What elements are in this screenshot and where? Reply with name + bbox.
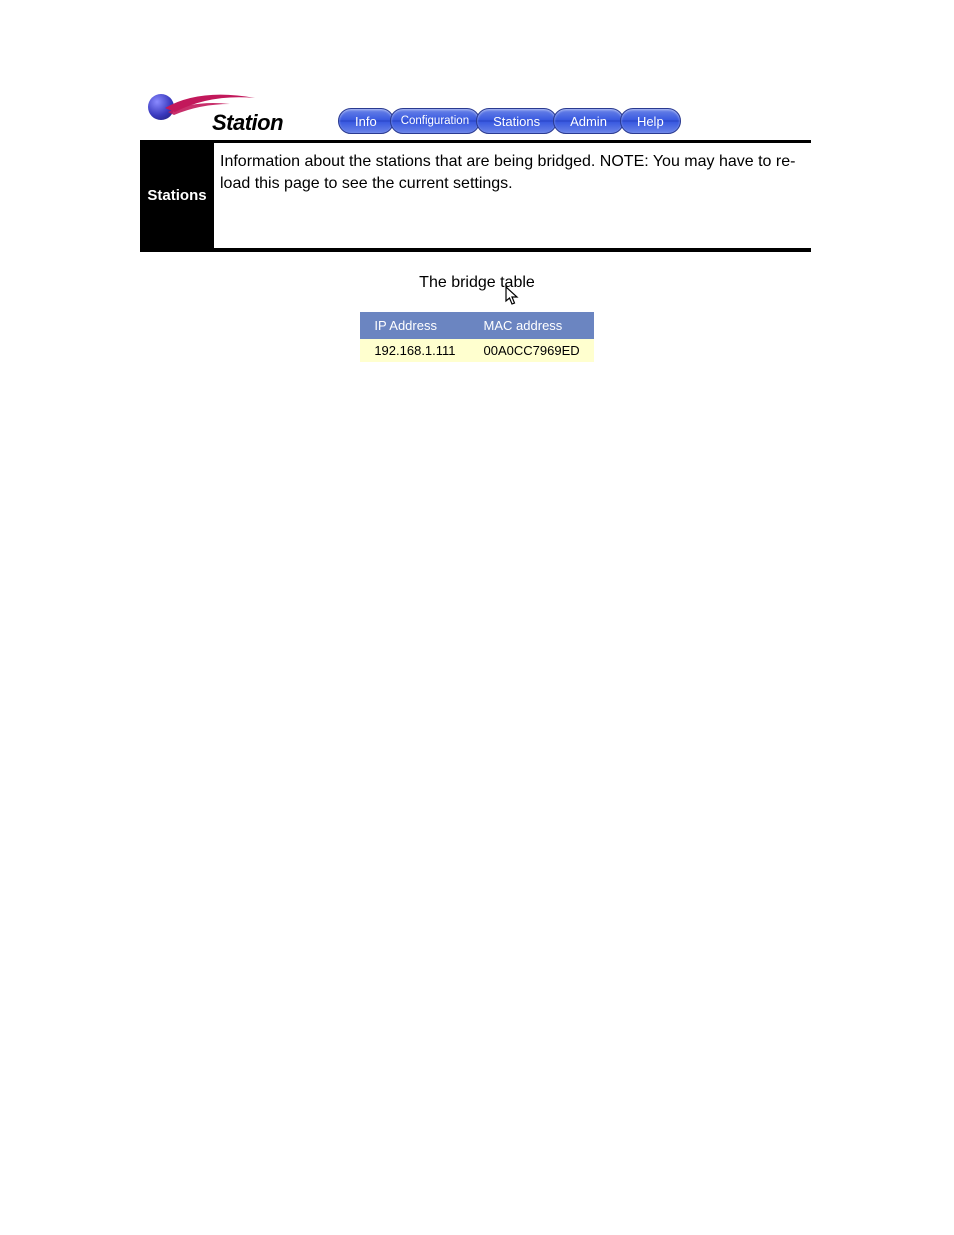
nav-tabs: Info Configuration Stations Admin Help xyxy=(338,108,677,134)
table-row: 192.168.1.111 00A0CC7969ED xyxy=(360,339,593,362)
table-header-row: IP Address MAC address xyxy=(360,312,593,339)
cell-mac: 00A0CC7969ED xyxy=(470,339,594,362)
tab-help[interactable]: Help xyxy=(620,108,681,134)
tab-info[interactable]: Info xyxy=(338,108,394,134)
info-band: Stations Information about the stations … xyxy=(140,140,811,252)
tab-configuration[interactable]: Configuration xyxy=(390,108,480,134)
main-content: The bridge table IP Address MAC address … xyxy=(0,274,954,362)
brand-name: Station xyxy=(212,110,283,136)
info-text: Information about the stations that are … xyxy=(214,143,811,248)
col-ip-address: IP Address xyxy=(360,312,469,339)
bridge-table-title: The bridge table xyxy=(0,274,954,292)
tab-stations[interactable]: Stations xyxy=(476,108,557,134)
col-mac-address: MAC address xyxy=(470,312,594,339)
bridge-table: IP Address MAC address 192.168.1.111 00A… xyxy=(360,312,593,362)
cell-ip: 192.168.1.111 xyxy=(360,339,469,362)
header: Station Info Configuration Stations Admi… xyxy=(140,90,811,140)
tab-admin[interactable]: Admin xyxy=(553,108,624,134)
sidebar-label: Stations xyxy=(140,143,214,248)
